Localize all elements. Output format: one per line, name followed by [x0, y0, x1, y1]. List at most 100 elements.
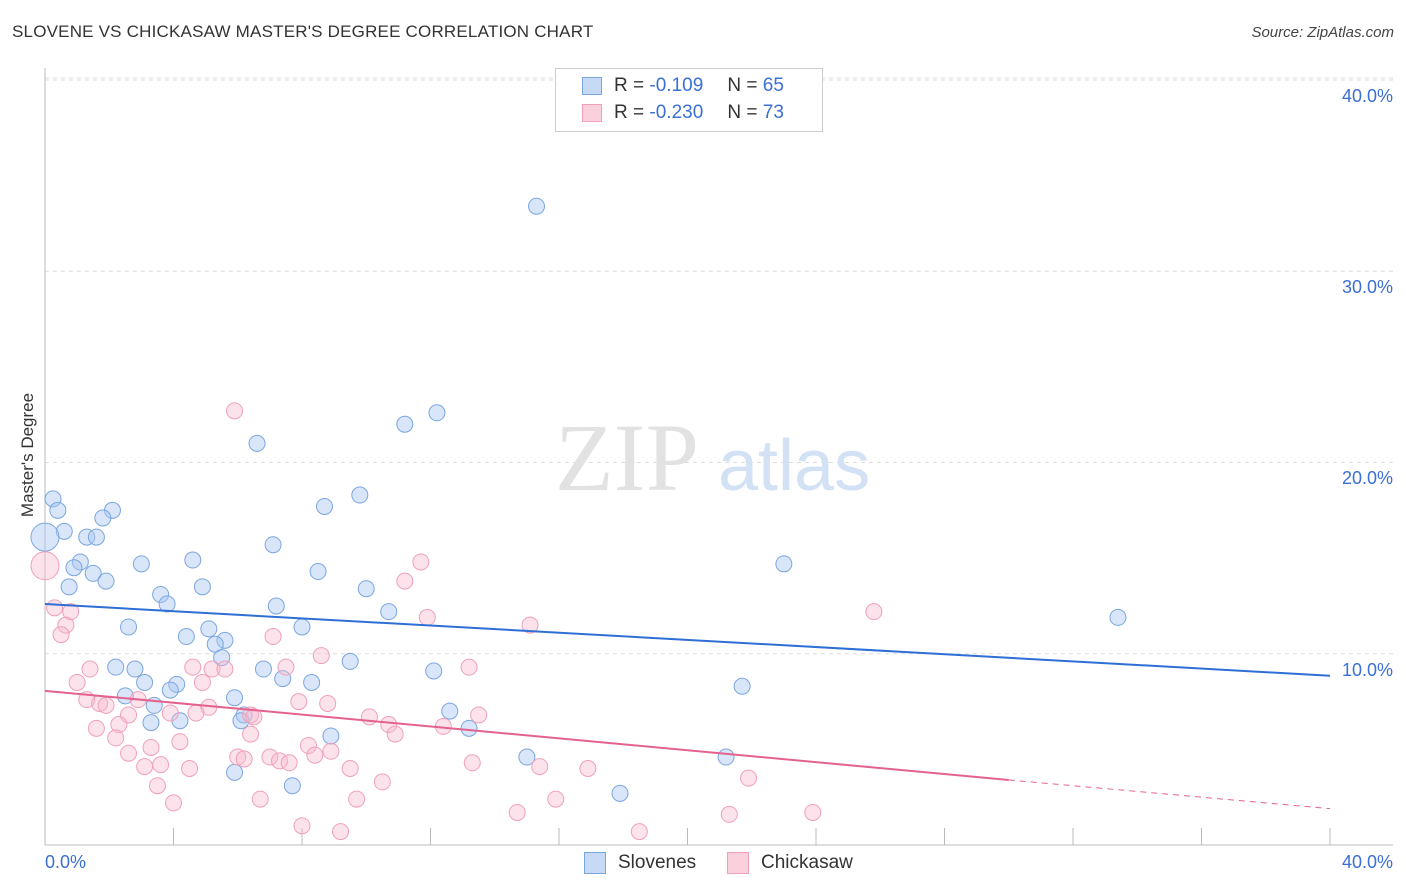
chickasaw-point [630, 823, 648, 841]
slovenes-point [611, 784, 629, 802]
legend-item-chickasaw: Chickasaw [727, 852, 853, 874]
y-tick-label: 40.0% [1341, 86, 1393, 106]
n-label: N = [727, 75, 758, 96]
y-tick-label: 20.0% [1341, 468, 1393, 488]
slovenes-point [322, 727, 340, 745]
chickasaw-point [165, 794, 182, 812]
chickasaw-point [386, 725, 404, 743]
slovenes-point [168, 675, 186, 693]
slovenes-point [152, 585, 170, 603]
chickasaw-point [531, 758, 549, 776]
chickasaw-point [373, 773, 391, 791]
slovenes-point [226, 763, 244, 781]
chickasaw-point [341, 760, 359, 777]
slovenes-point [94, 509, 112, 527]
slovenes-point [341, 652, 359, 670]
chickasaw-point [229, 748, 247, 766]
slovenes-point [177, 628, 195, 646]
slovenes-point [254, 660, 272, 678]
chickasaw-point [235, 750, 253, 768]
chickasaw-swatch [582, 104, 602, 122]
chickasaw-point [396, 572, 414, 590]
x-tick-label: 0.0% [45, 852, 87, 872]
slovenes-point [84, 564, 102, 582]
chart-source: Source: ZipAtlas.com [1251, 24, 1394, 41]
slovenes-point [357, 580, 375, 598]
n-value: 65 [762, 75, 784, 96]
chickasaw-point [720, 805, 738, 823]
slovenes-point [351, 486, 369, 504]
chickasaw-point [470, 706, 488, 724]
chickasaw-point [508, 803, 526, 821]
legend-row-chickasaw: R = -0.230 N = 73 [582, 101, 784, 125]
slovenes-point [528, 197, 546, 215]
slovenes-trend-line [44, 603, 1331, 677]
slovenes-point [441, 702, 459, 720]
r-label: R = [614, 75, 645, 96]
slovenes-point [107, 658, 125, 676]
chickasaw-point [87, 719, 105, 737]
chickasaw-point [251, 790, 269, 808]
chickasaw-point [332, 823, 350, 841]
chickasaw-point [865, 603, 883, 621]
slovenes-point [315, 497, 333, 515]
slovenes-point [1109, 608, 1127, 626]
slovenes-point [87, 528, 105, 546]
chickasaw-point [261, 748, 279, 766]
chickasaw-point [322, 742, 340, 760]
chickasaw-point [360, 708, 378, 726]
chickasaw-point [380, 716, 398, 734]
chickasaw-point [216, 660, 234, 678]
slovenes-point [428, 404, 446, 422]
stats-legend: R = -0.109 N = 65 R = -0.230 N = 73 [555, 68, 823, 132]
slovenes-point [126, 660, 144, 678]
chickasaw-point [319, 694, 337, 712]
r-value: -0.230 [649, 102, 704, 123]
slovenes-point [120, 618, 138, 636]
slovenes-point [49, 501, 67, 519]
chickasaw-point [181, 760, 199, 777]
chickasaw-point [521, 616, 539, 634]
chickasaw-point [264, 628, 282, 646]
slovenes-point [216, 631, 234, 649]
chickasaw-point [161, 704, 179, 722]
chickasaw-point [148, 777, 166, 795]
chickasaw-point [579, 760, 597, 777]
chickasaw-point [299, 737, 317, 755]
y-tick-label: 30.0% [1341, 277, 1393, 297]
slovenes-point [193, 578, 211, 596]
chickasaw-point [97, 696, 115, 714]
slovenes-point [460, 719, 478, 737]
slovenes-point [226, 689, 244, 707]
chickasaw-trend-extension [1008, 779, 1331, 810]
slovenes-point [184, 551, 202, 569]
chickasaw-point [280, 754, 298, 772]
slovenes-point [65, 559, 83, 577]
chickasaw-point [290, 693, 308, 711]
slovenes-point [132, 555, 150, 573]
slovenes-point [380, 603, 398, 621]
chickasaw-point [81, 660, 99, 678]
chickasaw-point [107, 729, 125, 747]
chickasaw-point [184, 658, 202, 676]
slovenes-point [78, 528, 96, 546]
slovenes-point [733, 677, 751, 695]
slovenes-swatch [584, 852, 606, 874]
chickasaw-point [57, 616, 75, 634]
slovenes-point [71, 553, 89, 571]
slovenes-point [518, 748, 536, 766]
chickasaw-point [110, 716, 128, 734]
legend-label: Chickasaw [761, 852, 853, 873]
chart-title: SLOVENE VS CHICKASAW MASTER'S DEGREE COR… [12, 22, 594, 41]
chickasaw-point [62, 603, 80, 621]
r-value: -0.109 [649, 75, 704, 96]
chickasaw-point [418, 608, 436, 626]
chickasaw-point [804, 803, 822, 821]
watermark-atlas: atlas [718, 426, 870, 506]
chickasaw-point [203, 660, 221, 678]
slovenes-point [717, 748, 735, 766]
chickasaw-point [293, 817, 311, 835]
chickasaw-point [142, 738, 160, 756]
slovenes-point [158, 595, 176, 613]
